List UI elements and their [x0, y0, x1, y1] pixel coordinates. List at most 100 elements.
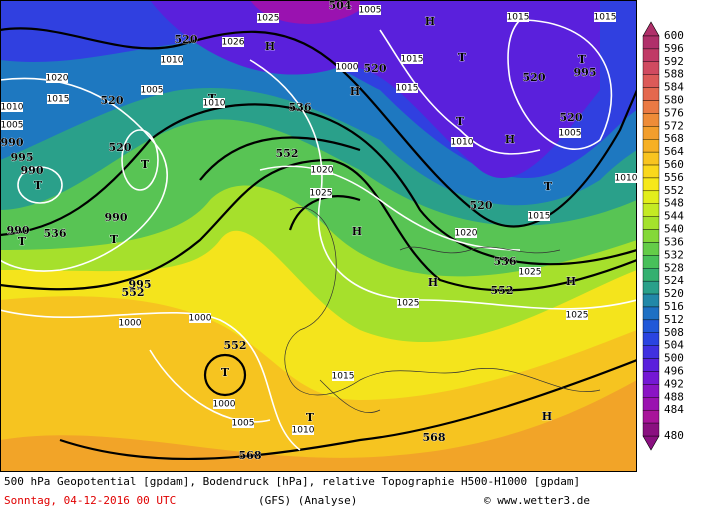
colorbar-label: 576: [664, 106, 684, 119]
pressure-label: 1015: [528, 212, 551, 222]
label-background: [451, 137, 473, 147]
pressure-label: 1015: [401, 55, 424, 65]
footer-date: Sonntag, 04-12-2016 00 UTC: [4, 494, 176, 507]
pressure-label: 1026: [222, 38, 245, 48]
geopotential-label: 520: [364, 62, 387, 75]
colorbar-swatch: [642, 164, 660, 179]
label-background: [232, 418, 254, 428]
geopotential-label: 990: [7, 224, 30, 237]
geopotential-label: 536: [289, 101, 312, 114]
colorbar-label: 492: [664, 377, 684, 390]
label-background: [47, 94, 69, 104]
pressure-center-label: H: [352, 225, 362, 238]
label-background: [189, 313, 211, 323]
colorbar-swatch: [642, 61, 660, 75]
colorbar-swatch: [642, 397, 660, 411]
pressure-label: 1000: [213, 400, 236, 410]
colorbar-label: 548: [664, 197, 684, 210]
pressure-center-label: T: [141, 158, 150, 171]
pressure-label: 1010: [615, 174, 638, 184]
geopotential-label: 990: [21, 164, 44, 177]
colorbar-swatch: [642, 306, 660, 321]
map-frame: [0, 0, 637, 472]
pressure-label: 1000: [119, 319, 142, 329]
pressure-label: 1010: [203, 99, 226, 109]
pressure-center-label: T: [110, 233, 119, 246]
colorbar-label: 596: [664, 42, 684, 55]
colorbar-swatch: [642, 74, 660, 88]
colorbar-bottom-arrow: [642, 435, 660, 451]
colorbar-swatch: [642, 87, 660, 101]
label-background: [1, 102, 23, 112]
colorbar-swatch: [642, 126, 660, 140]
label-background: [257, 13, 279, 23]
geopotential-label: 552: [122, 286, 145, 299]
label-background: [559, 128, 581, 138]
pressure-center-label: T: [18, 235, 27, 248]
pressure-center-label: H: [425, 15, 435, 28]
pressure-center-label: H: [265, 40, 275, 53]
pressure-label: 1010: [161, 56, 184, 66]
colorbar-swatch: [642, 35, 660, 50]
label-background: [336, 62, 358, 72]
pressure-label: 1010: [292, 426, 315, 436]
colorbar-label: 496: [664, 364, 684, 377]
geopotential-label: 536: [494, 255, 517, 268]
colorbar-swatch: [642, 268, 660, 282]
colorbar-label: 500: [664, 352, 684, 365]
colorbar-swatch: [642, 100, 660, 114]
colorbar-label: 564: [664, 145, 684, 158]
label-background: [359, 5, 381, 15]
colorbar-swatch: [642, 216, 660, 230]
label-background: [292, 425, 314, 435]
footer-model: (GFS) (Analyse): [258, 494, 357, 507]
geopotential-label: 520: [175, 33, 198, 46]
pressure-label: 1020: [455, 229, 478, 239]
colorbar-label: 504: [664, 339, 684, 352]
colorbar-label: 488: [664, 390, 684, 403]
pressure-center-label: H: [350, 85, 360, 98]
label-background: [222, 37, 244, 47]
pressure-label: 1005: [359, 6, 382, 16]
colorbar-swatch: [642, 139, 660, 153]
geopotential-label: 995: [129, 278, 152, 291]
pressure-label: 1025: [310, 189, 333, 199]
geopotential-label: 520: [470, 199, 493, 212]
label-background: [310, 188, 332, 198]
pressure-label: 1015: [47, 95, 70, 105]
colorbar-swatch: [642, 229, 660, 243]
geopotential-label: 552: [276, 147, 299, 160]
colorbar-label: 544: [664, 210, 684, 223]
pressure-center-label: T: [306, 411, 315, 424]
coastlines: [284, 207, 601, 413]
geopotential-label: 520: [560, 111, 583, 124]
colorbar-swatch: [642, 332, 660, 346]
colorbar-label: 508: [664, 326, 684, 339]
pressure-label: 1005: [141, 86, 164, 96]
colorbar-label: 532: [664, 248, 684, 261]
label-background: [615, 173, 637, 183]
colorbar-label: 560: [664, 158, 684, 171]
geopotential-label: 568: [423, 431, 446, 444]
colorbar-swatch: [642, 151, 660, 166]
colorbar-label: 588: [664, 68, 684, 81]
colorbar-swatch: [642, 242, 660, 256]
colorbar-swatch: [642, 409, 660, 424]
pressure-label: 1020: [311, 166, 334, 176]
colorbar-swatch: [642, 255, 660, 269]
colorbar-swatch: [642, 319, 660, 333]
geopotential-label: 995: [11, 151, 34, 164]
pressure-center-label: T: [544, 180, 553, 193]
pressure-center-label: T: [578, 53, 587, 66]
label-background: [396, 83, 418, 93]
geopotential-label: 536: [44, 227, 67, 240]
label-background: [311, 165, 333, 175]
label-background: [455, 228, 477, 238]
label-background: [566, 310, 588, 320]
geopotential-label: 990: [1, 136, 24, 149]
label-background: [519, 267, 541, 277]
colorbar-label: 524: [664, 274, 684, 287]
pressure-contours: [0, 19, 637, 451]
